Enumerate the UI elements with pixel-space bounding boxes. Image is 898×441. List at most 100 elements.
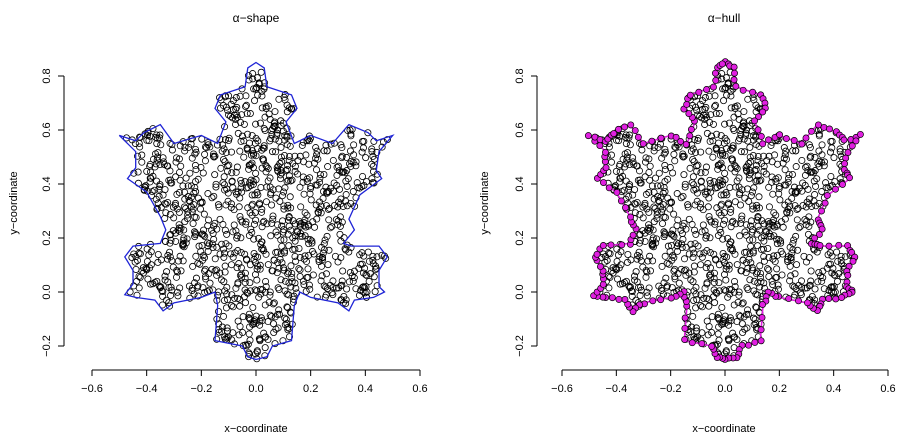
scatter-point	[653, 211, 661, 219]
scatter-point	[655, 282, 663, 290]
scatter-point	[713, 130, 721, 138]
scatter-point	[693, 197, 701, 205]
scatter-point	[251, 286, 259, 294]
scatter-point	[696, 203, 704, 211]
scatter-point	[308, 247, 316, 255]
scatter-point	[274, 259, 282, 267]
scatter-point	[172, 237, 180, 245]
scatter-point	[285, 157, 293, 165]
scatter-point	[253, 74, 261, 82]
scatter-point	[229, 329, 237, 337]
scatter-point	[720, 139, 728, 147]
scatter-point	[291, 245, 299, 253]
scatter-point	[296, 183, 304, 191]
scatter-point	[744, 264, 752, 272]
scatter-point	[264, 177, 272, 185]
scatter-point	[264, 261, 272, 269]
scatter-point	[681, 183, 689, 191]
scatter-point	[689, 156, 697, 164]
scatter-point	[731, 333, 739, 341]
scatter-point	[280, 249, 288, 257]
scatter-point	[746, 236, 754, 244]
scatter-point	[249, 303, 257, 311]
scatter-point	[198, 230, 206, 238]
scatter-point	[642, 266, 650, 274]
scatter-point	[742, 231, 750, 239]
scatter-point	[284, 204, 292, 212]
scatter-point	[151, 163, 159, 171]
scatter-point	[693, 167, 701, 175]
scatter-point	[728, 144, 736, 152]
scatter-point	[339, 267, 347, 275]
scatter-point	[275, 286, 283, 294]
scatter-point	[678, 244, 686, 252]
scatter-point	[799, 179, 807, 187]
scatter-point	[706, 118, 714, 126]
scatter-point	[646, 252, 654, 260]
scatter-point	[286, 193, 294, 201]
scatter-point	[643, 205, 651, 213]
scatter-point	[297, 203, 305, 211]
scatter-point	[741, 228, 749, 236]
scatter-point	[738, 212, 746, 220]
scatter-point	[297, 219, 305, 227]
scatter-point	[217, 164, 225, 172]
scatter-point	[245, 232, 253, 240]
scatter-point	[296, 232, 304, 240]
scatter-point	[235, 260, 243, 268]
scatter-point	[301, 252, 309, 260]
scatter-point	[372, 266, 380, 274]
y-tick-label: 0.4	[514, 176, 526, 191]
scatter-point	[749, 151, 757, 159]
scatter-point	[190, 189, 198, 197]
scatter-point	[236, 212, 244, 220]
scatter-point	[223, 283, 231, 291]
scatter-point	[210, 150, 218, 158]
scatter-point	[629, 158, 637, 166]
scatter-point	[788, 249, 796, 257]
scatter-point	[814, 278, 822, 286]
scatter-point	[233, 103, 241, 111]
scatter-point	[805, 254, 813, 262]
scatter-point	[145, 137, 153, 145]
scatter-point	[690, 262, 698, 270]
scatter-point	[729, 329, 737, 337]
scatter-point	[615, 137, 623, 145]
scatter-point	[749, 249, 757, 257]
scatter-point	[208, 240, 216, 248]
scatter-point	[657, 182, 665, 190]
scatter-point	[758, 159, 766, 167]
scatter-point	[278, 242, 286, 250]
scatter-point	[770, 209, 778, 217]
scatter-point	[635, 283, 643, 291]
scatter-point	[244, 204, 252, 212]
scatter-point	[726, 290, 734, 298]
scatter-point	[662, 274, 670, 282]
scatter-point	[705, 212, 713, 220]
scatter-point	[771, 151, 779, 159]
scatter-point	[165, 299, 173, 307]
scatter-point	[188, 154, 196, 162]
scatter-point	[262, 250, 270, 258]
scatter-point	[355, 264, 363, 272]
scatter-point	[330, 179, 338, 187]
hull-point	[804, 299, 811, 307]
scatter-point	[241, 286, 249, 294]
scatter-point	[698, 228, 706, 236]
scatter-point	[688, 220, 696, 228]
scatter-point	[253, 348, 261, 356]
hull-point	[751, 117, 759, 125]
scatter-point	[711, 184, 719, 192]
x-tick-label: 0.6	[880, 383, 895, 395]
scatter-point	[291, 252, 299, 260]
scatter-point	[206, 279, 214, 287]
scatter-point	[219, 156, 227, 164]
scatter-point	[243, 342, 251, 350]
scatter-point	[818, 188, 826, 196]
hull-point	[821, 199, 829, 207]
scatter-point	[322, 283, 330, 291]
scatter-point	[674, 240, 682, 248]
scatter-point	[359, 283, 367, 291]
scatter-point	[179, 236, 187, 244]
scatter-point	[720, 286, 728, 294]
